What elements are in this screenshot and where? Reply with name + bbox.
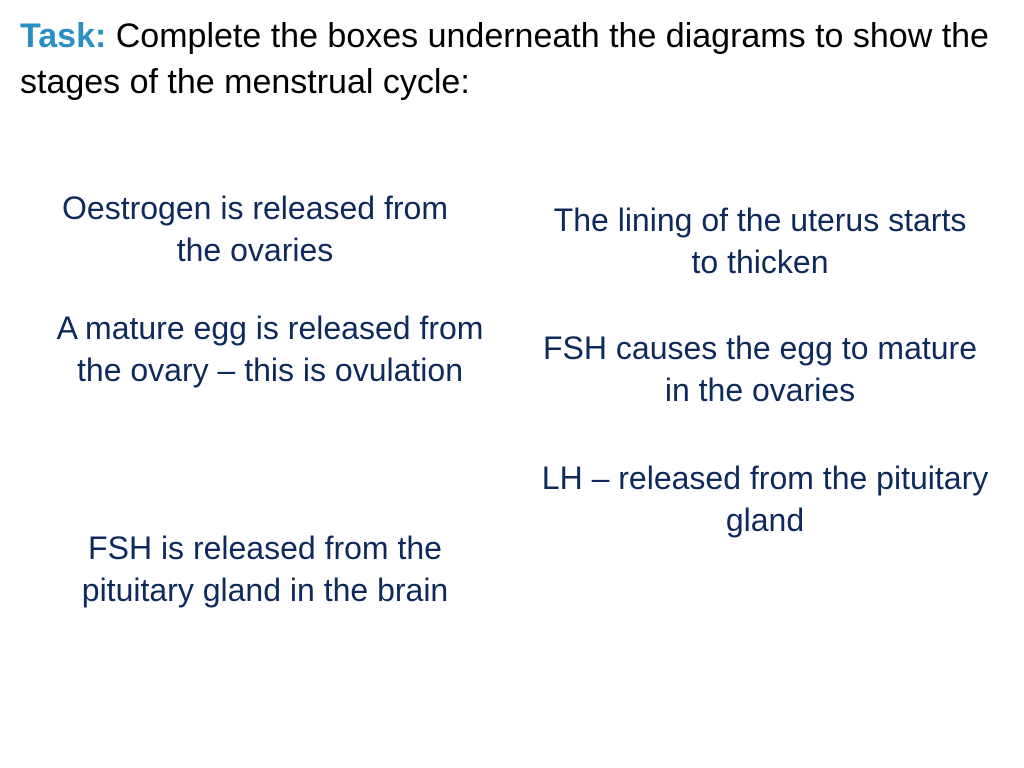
stage-item-5: LH – released from the pituitary gland — [540, 458, 990, 541]
task-label: Task: — [20, 17, 106, 55]
stage-item-0: Oestrogen is released from the ovaries — [40, 188, 470, 271]
stage-item-3: FSH causes the egg to mature in the ovar… — [530, 328, 990, 411]
items-area: Oestrogen is released from the ovaries T… — [0, 160, 1024, 768]
slide-header: Task: Complete the boxes underneath the … — [20, 14, 1014, 106]
stage-item-2: A mature egg is released from the ovary … — [40, 308, 500, 391]
instruction-text: Complete the boxes underneath the diagra… — [20, 17, 989, 101]
stage-item-1: The lining of the uterus starts to thick… — [540, 200, 980, 283]
stage-item-4: FSH is released from the pituitary gland… — [50, 528, 480, 611]
